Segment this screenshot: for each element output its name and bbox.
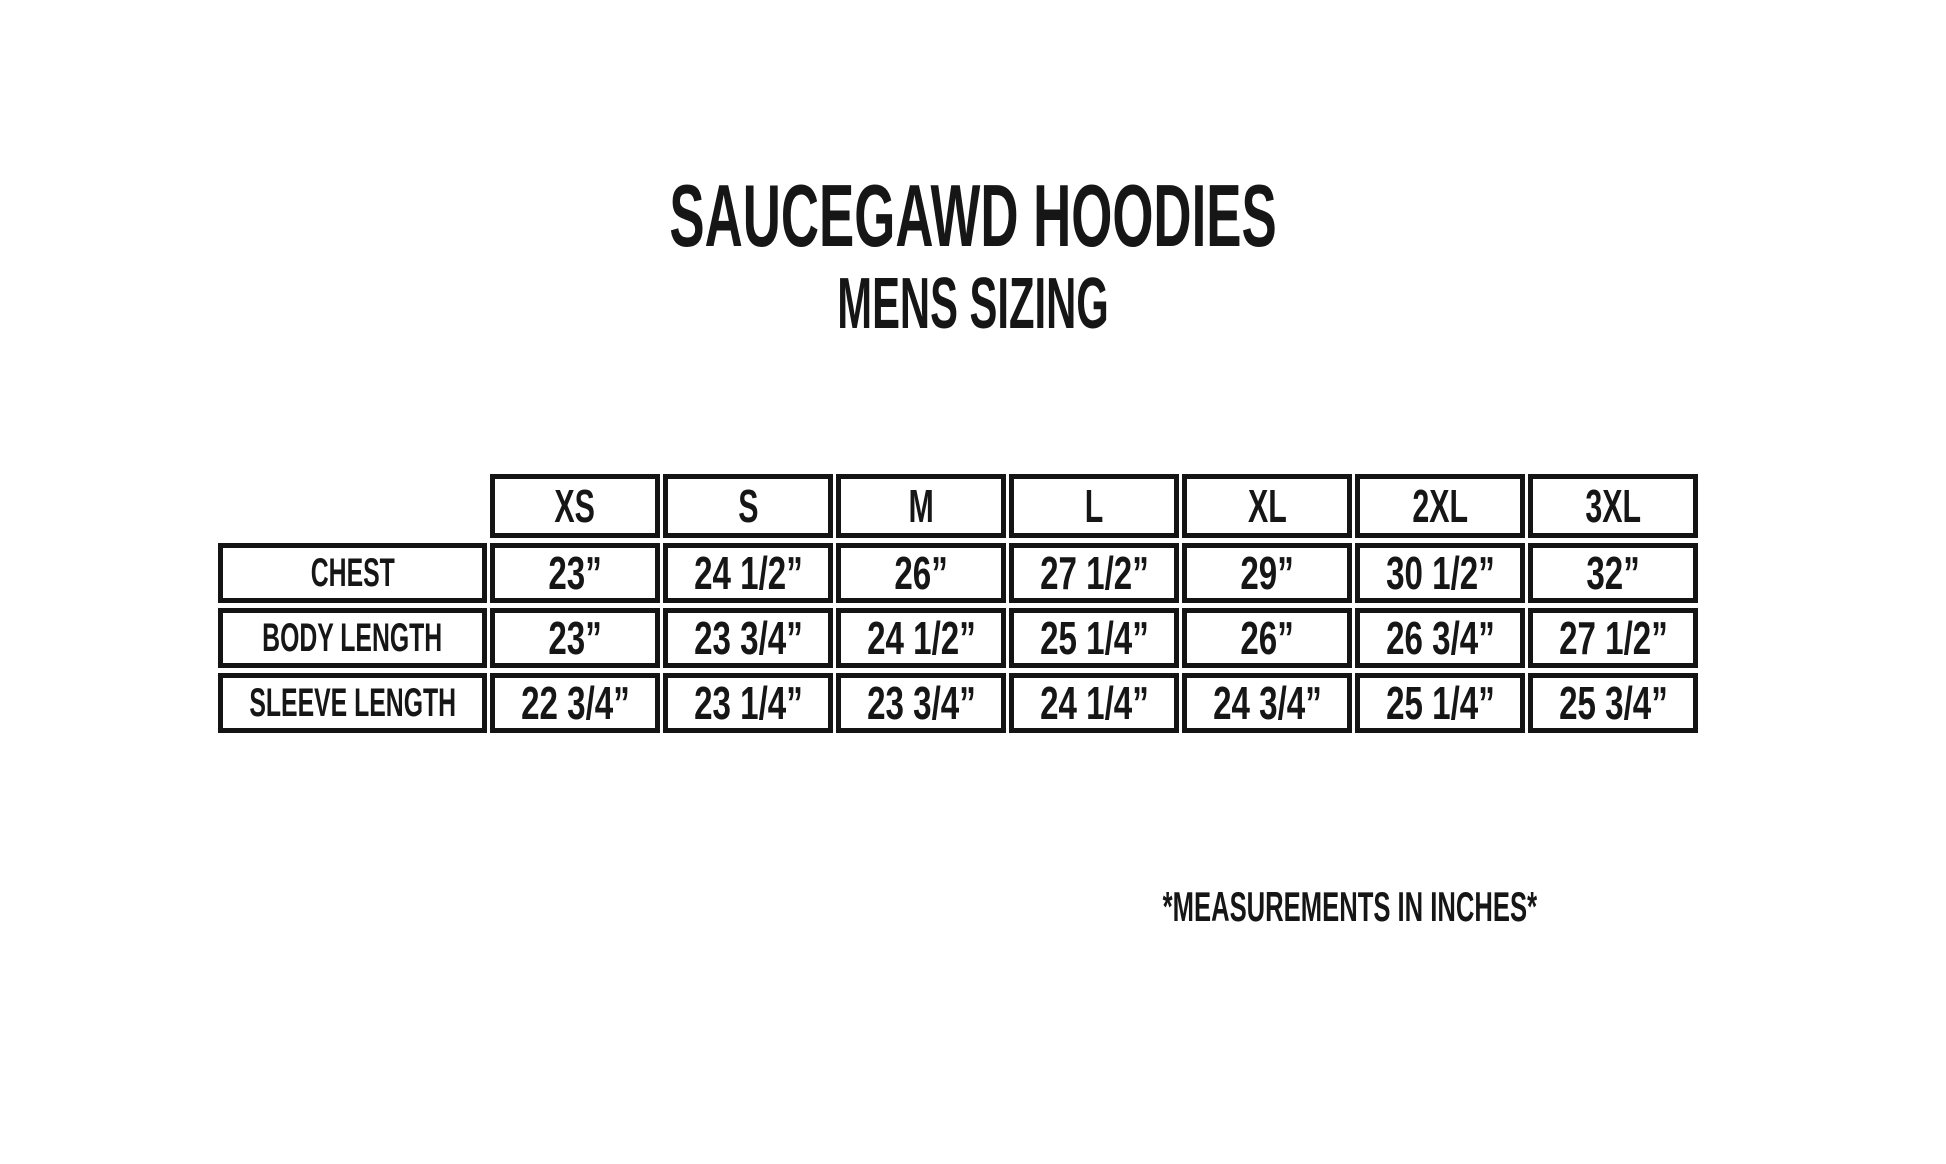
corner-spacer <box>218 474 487 538</box>
column-header-label: S <box>737 480 759 532</box>
size-value: 32” <box>1586 547 1640 599</box>
column-header-label: M <box>908 480 934 532</box>
size-value: 27 1/2” <box>1039 547 1149 599</box>
page-subtitle-text: MENS SIZING <box>837 264 1109 344</box>
size-value: 22 3/4” <box>520 677 630 729</box>
size-value: 25 3/4” <box>1558 677 1668 729</box>
size-value-cell: 24 1/2” <box>836 608 1006 668</box>
size-value: 26” <box>1240 612 1294 664</box>
size-value-cell: 25 3/4” <box>1528 673 1698 733</box>
row-label-text: CHEST <box>310 551 395 595</box>
size-value: 25 1/4” <box>1039 612 1149 664</box>
size-value-cell: 22 3/4” <box>490 673 660 733</box>
size-value-cell: 29” <box>1182 543 1352 603</box>
column-header-s: S <box>663 474 833 538</box>
size-value: 24 1/2” <box>693 547 803 599</box>
size-value: 23 3/4” <box>693 612 803 664</box>
size-value: 23” <box>548 612 602 664</box>
page-title: SAUCEGAWD HOODIES <box>0 172 1946 260</box>
size-value: 29” <box>1240 547 1294 599</box>
size-value-cell: 24 1/2” <box>663 543 833 603</box>
title-block: SAUCEGAWD HOODIES <box>0 172 1946 260</box>
size-value-cell: 23 1/4” <box>663 673 833 733</box>
size-value-cell: 23 3/4” <box>836 673 1006 733</box>
measurements-note-text: *MEASUREMENTS IN INCHES* <box>1162 883 1538 930</box>
row-label-chest: CHEST <box>218 543 487 603</box>
size-value-cell: 25 1/4” <box>1355 673 1525 733</box>
size-value-cell: 23 3/4” <box>663 608 833 668</box>
size-value: 26 3/4” <box>1385 612 1495 664</box>
size-value-cell: 26” <box>836 543 1006 603</box>
column-header-2xl: 2XL <box>1355 474 1525 538</box>
measurements-note: *MEASUREMENTS IN INCHES* <box>1040 886 1660 928</box>
size-value-cell: 24 3/4” <box>1182 673 1352 733</box>
size-value-cell: 25 1/4” <box>1009 608 1179 668</box>
column-header-xs: XS <box>490 474 660 538</box>
column-header-label: XS <box>554 480 596 532</box>
size-value: 23 3/4” <box>866 677 976 729</box>
size-value: 26” <box>894 547 948 599</box>
row-label-body-length: BODY LENGTH <box>218 608 487 668</box>
column-header-3xl: 3XL <box>1528 474 1698 538</box>
size-value: 23” <box>548 547 602 599</box>
size-value: 24 3/4” <box>1212 677 1322 729</box>
size-value: 24 1/2” <box>866 612 976 664</box>
size-value: 23 1/4” <box>693 677 803 729</box>
size-value-cell: 26 3/4” <box>1355 608 1525 668</box>
size-value: 25 1/4” <box>1385 677 1495 729</box>
size-value-cell: 27 1/2” <box>1528 608 1698 668</box>
size-value-cell: 32” <box>1528 543 1698 603</box>
page-subtitle: MENS SIZING <box>0 268 1946 340</box>
size-chart-table: XS S M L XL 2XL 3XL CHEST 23” 24 1/2” 26… <box>218 474 1698 733</box>
size-value-cell: 23” <box>490 608 660 668</box>
row-label-sleeve-length: SLEEVE LENGTH <box>218 673 487 733</box>
size-value-cell: 30 1/2” <box>1355 543 1525 603</box>
column-header-label: 2XL <box>1412 480 1468 532</box>
subtitle-block: MENS SIZING <box>0 268 1946 340</box>
column-header-label: 3XL <box>1585 480 1641 532</box>
size-value-cell: 24 1/4” <box>1009 673 1179 733</box>
column-header-l: L <box>1009 474 1179 538</box>
row-label-text: SLEEVE LENGTH <box>249 681 456 725</box>
column-header-xl: XL <box>1182 474 1352 538</box>
column-header-label: XL <box>1247 480 1287 532</box>
row-label-text: BODY LENGTH <box>262 616 443 660</box>
size-value: 24 1/4” <box>1039 677 1149 729</box>
size-value: 30 1/2” <box>1385 547 1495 599</box>
size-value-cell: 27 1/2” <box>1009 543 1179 603</box>
size-value: 27 1/2” <box>1558 612 1668 664</box>
column-header-label: L <box>1084 480 1104 532</box>
column-header-m: M <box>836 474 1006 538</box>
page-title-text: SAUCEGAWD HOODIES <box>669 166 1277 265</box>
size-value-cell: 23” <box>490 543 660 603</box>
size-value-cell: 26” <box>1182 608 1352 668</box>
